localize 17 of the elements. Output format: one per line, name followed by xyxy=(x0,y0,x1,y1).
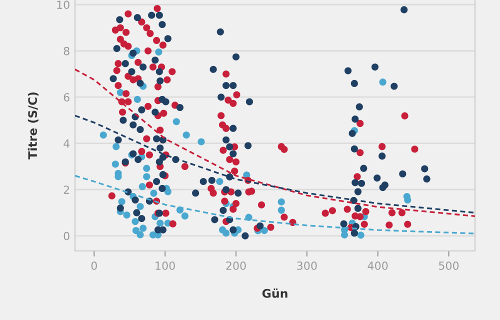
x-tick-label: 300 xyxy=(297,261,317,270)
x-tick-label: 0 xyxy=(91,261,97,270)
line-series xyxy=(75,174,475,234)
x-tick-label: 100 xyxy=(156,261,175,270)
x-tick-label: 500 xyxy=(439,261,459,270)
line-series xyxy=(75,68,475,218)
x-axis-title: Gün xyxy=(262,288,288,298)
y-tick-label: 10 xyxy=(57,0,70,10)
y-tick-label: 6 xyxy=(64,93,70,102)
x-tick-label: 400 xyxy=(368,261,388,270)
y-axis-title: Titre (S/C) xyxy=(28,92,38,160)
x-tick-label: 200 xyxy=(226,261,246,270)
line-series xyxy=(75,114,475,214)
y-tick-label: 2 xyxy=(64,186,70,194)
y-tick-label: 0 xyxy=(64,232,70,240)
y-tick-label: 8 xyxy=(64,46,70,56)
y-tick-label: 4 xyxy=(64,139,70,148)
